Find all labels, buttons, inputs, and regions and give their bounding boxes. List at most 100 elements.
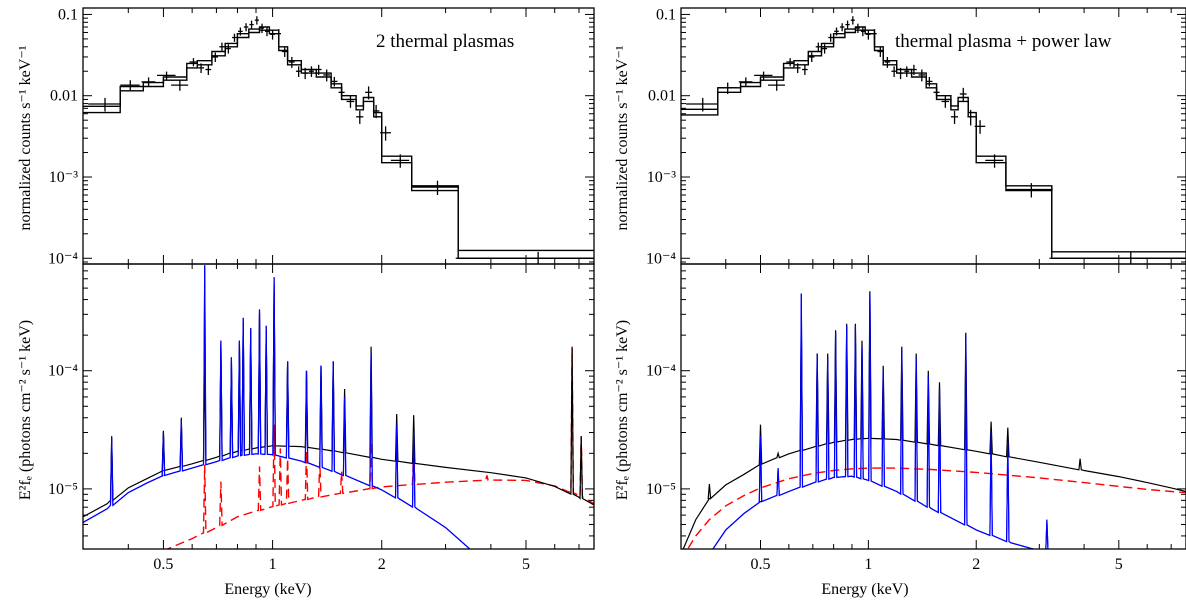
right-bottom-total-model-line [682, 291, 1186, 549]
left-top-y-tick-label-2: 10⁻³ [49, 169, 78, 186]
left-top-data-point-7 [205, 64, 212, 75]
left-top-y-tick-label-1: 0.01 [50, 88, 78, 105]
left-top-data-point-2 [141, 77, 156, 87]
right-top-data-point-16 [855, 23, 860, 34]
right-bottom-y-tick-label-1: 10⁻⁵ [646, 481, 676, 498]
right-bottom-x-tick-label-1: 1 [864, 556, 872, 573]
right-top-y-axis-title: normalized counts s⁻¹ keV⁻¹ [614, 45, 631, 230]
left-top-data-point-9 [219, 42, 225, 52]
left-bottom-y-axis-title: E²fₑ (photons cm⁻² s⁻¹ keV) [17, 320, 34, 500]
right-bottom-y-axis-title: E²fₑ (photons cm⁻² s⁻¹ keV) [614, 320, 631, 500]
left-top-data-point-23 [302, 67, 308, 80]
right-top-model-upper-line [681, 26, 1186, 253]
left-top-y-tick-label-3: 10⁻⁴ [48, 250, 78, 267]
left-top-data-point-1 [120, 80, 140, 91]
right-bottom-x-tick-label-2: 2 [972, 556, 980, 573]
right-top-y-tick-label-0: 0.1 [656, 6, 676, 23]
left-top-frame [82, 7, 595, 265]
left-top-model-lower-line [83, 29, 594, 259]
right-top-data-point-12 [834, 27, 839, 36]
right-top-data-point-35 [1006, 183, 1053, 198]
left-top-data-point-6 [198, 63, 205, 74]
left-top-data-point-4 [171, 80, 189, 91]
left-top-data-point-29 [346, 96, 355, 108]
right-top-y-tick-label-2: 10⁻³ [647, 169, 676, 186]
left-top-data-point-33 [380, 126, 391, 141]
right-bottom-blue-component-line [712, 292, 1049, 549]
left-top-data-point-26 [323, 69, 330, 82]
right-top-data-point-15 [850, 16, 855, 25]
right-top-data-point-20 [877, 46, 884, 57]
right-top-data-point-34 [985, 154, 1004, 168]
left-top-y-axis-title: normalized counts s⁻¹ keV⁻¹ [17, 45, 34, 230]
left-bottom-x-tick-label-3: 5 [522, 556, 530, 573]
right-top-data-point-26 [918, 69, 926, 82]
left-x-axis-title: Energy (keV) [224, 581, 311, 598]
right-bottom-plot-area [682, 291, 1186, 549]
left-panel-annotation: 2 thermal plasmas [376, 31, 514, 52]
left-bottom-red-component-line [165, 348, 594, 549]
left-top-data-point-34 [390, 154, 410, 168]
left-bottom-x-tick-label-1: 1 [269, 556, 277, 573]
right-top-data-point-3 [754, 71, 773, 80]
right-top-model-lower-line [681, 29, 1186, 259]
left-top-data-point-13 [243, 23, 249, 32]
right-top-data-point-8 [809, 52, 815, 62]
left-bottom-y-tick-label-0: 10⁻⁴ [48, 363, 78, 380]
left-top-data-point-30 [356, 110, 364, 124]
right-top-data-point-2 [738, 77, 753, 87]
right-top-y-tick-label-1: 0.01 [648, 88, 676, 105]
left-top-model-upper-line [83, 26, 594, 252]
left-bottom-frame [82, 263, 595, 550]
right-top-data-point-31 [959, 87, 967, 102]
right-top-data-point-29 [941, 96, 950, 108]
left-top-data-point-19 [276, 29, 282, 39]
right-panel-annotation: thermal plasma + power law [895, 31, 1112, 52]
left-top-data-point-27 [331, 76, 338, 87]
left-top-data-point-11 [232, 33, 237, 42]
left-top-data-point-21 [289, 56, 295, 68]
left-top-data-point-14 [249, 20, 254, 30]
right-top-data-point-10 [822, 44, 828, 54]
right-top-data-point-6 [794, 63, 801, 74]
right-top-data-point-30 [950, 110, 959, 124]
right-top-data-point-13 [839, 23, 845, 32]
left-top-data-point-10 [225, 44, 231, 54]
left-bottom-x-tick-label-0: 0.5 [153, 556, 173, 573]
right-top-data-point-24 [904, 66, 910, 77]
right-bottom-blue-component-line-overlay [712, 292, 1049, 549]
left-top-data-point-22 [295, 66, 302, 77]
left-bottom-x-tick-label-2: 2 [378, 556, 386, 573]
left-top-data-point-16 [259, 23, 265, 34]
left-top-data-point-18 [270, 29, 275, 40]
right-top-data-point-22 [891, 66, 897, 77]
left-top-data-point-20 [281, 46, 288, 57]
left-top-data-point-28 [338, 86, 345, 100]
right-top-data-point-23 [898, 67, 904, 80]
right-top-y-tick-label-3: 10⁻⁴ [646, 250, 676, 267]
right-top-data-point-28 [933, 86, 940, 100]
left-top-data-point-3 [157, 71, 176, 80]
left-bottom-blue-component-line-overlay [83, 265, 471, 549]
left-top-data-point-8 [212, 52, 218, 62]
left-bottom-total-model-line [83, 283, 594, 518]
right-top-data-point-7 [802, 64, 808, 75]
right-bottom-x-tick-label-0: 0.5 [750, 556, 770, 573]
right-top-data-point-19 [872, 29, 877, 39]
left-top-y-tick-label-0: 0.1 [58, 6, 78, 23]
left-top-plot-area [83, 16, 594, 264]
left-top-data-point-35 [412, 180, 460, 196]
left-top-data-point-32 [372, 104, 380, 119]
right-top-data-point-5 [786, 58, 794, 67]
left-top-data-point-25 [315, 64, 322, 75]
right-top-data-point-4 [768, 80, 785, 91]
left-bottom-plot-area [83, 265, 594, 549]
left-top-data-point-0 [88, 97, 121, 112]
right-bottom-y-tick-label-0: 10⁻⁴ [646, 363, 676, 380]
left-bottom-y-tick-label-1: 10⁻⁵ [48, 481, 78, 498]
right-top-data-point-1 [717, 82, 738, 94]
right-top-data-point-25 [910, 64, 917, 75]
right-top-data-point-9 [815, 42, 821, 52]
right-x-axis-title: Energy (keV) [821, 581, 908, 598]
